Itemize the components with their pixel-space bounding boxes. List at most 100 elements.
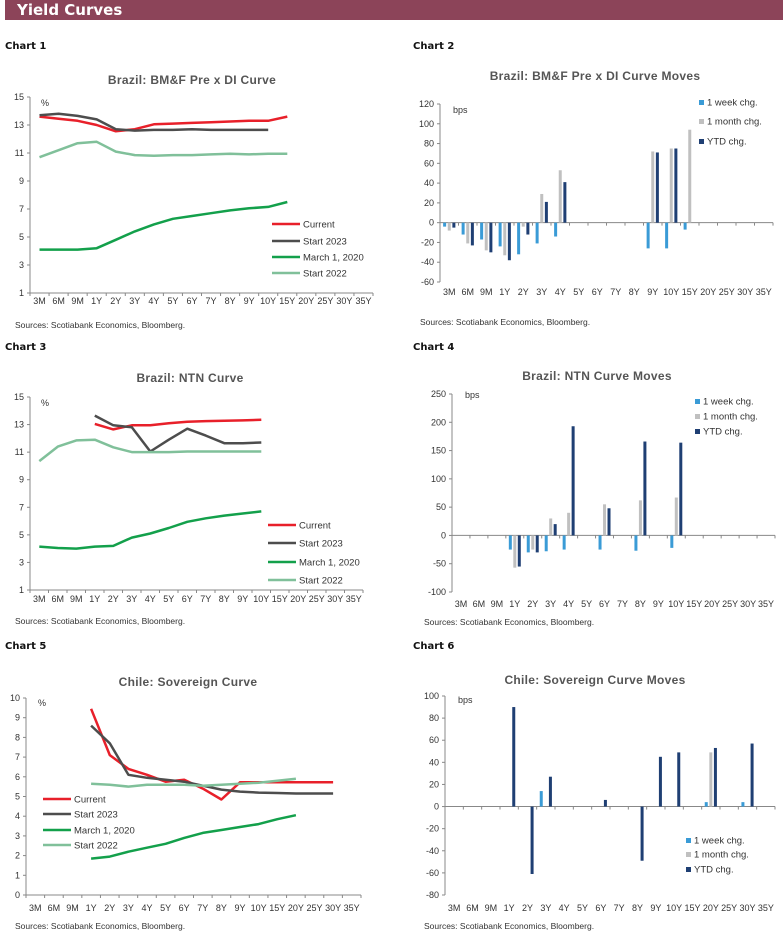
x-tick-label: 15Y — [269, 903, 285, 913]
x-tick-label: 2Y — [110, 296, 121, 306]
legend-label: 1 month chg. — [707, 117, 762, 128]
y-tick-label: 200 — [431, 417, 446, 427]
x-tick-label: 4Y — [145, 594, 156, 604]
x-tick-label: 9M — [66, 903, 79, 913]
bar-1-month-chg--3Y — [540, 193, 544, 223]
bar-ytd-chg--20Y — [713, 747, 717, 807]
bar-ytd-chg--3Y — [553, 524, 557, 536]
bar-1-week-chg--20Y — [704, 802, 708, 807]
y-tick-label: -100 — [428, 587, 446, 597]
legend-label: March 1, 2020 — [299, 558, 360, 569]
chart-title: Brazil: NTN Curve Moves — [522, 369, 672, 383]
y-tick-label: 1 — [19, 585, 24, 595]
bar-ytd-chg--1Y — [507, 222, 511, 261]
x-tick-label: 6M — [473, 599, 486, 609]
y-tick-label: 5 — [19, 530, 24, 540]
x-tick-label: 6M — [51, 594, 64, 604]
x-tick-label: 10Y — [663, 287, 679, 297]
bar-ytd-chg--3Y — [544, 201, 548, 223]
bar-ytd-chg--10Y — [679, 442, 683, 536]
x-tick-label: 10Y — [260, 296, 276, 306]
chart-4: Brazil: NTN Curve Moves bps -100 -50 0 50 100 1… — [424, 369, 776, 627]
x-tick-label: 7Y — [200, 594, 211, 604]
chart-label-2: Chart 2 — [413, 41, 455, 52]
x-tick-label: 30Y — [325, 903, 341, 913]
x-tick-label: 10Y — [666, 903, 682, 913]
legend-label: Start 2022 — [303, 269, 347, 280]
source-note: Sources: Scotiabank Economics, Bloomberg… — [15, 616, 185, 626]
source-note: Sources: Scotiabank Economics, Bloomberg… — [15, 921, 185, 931]
x-tick-label: 35Y — [344, 903, 360, 913]
y-tick-label: 9 — [19, 176, 24, 186]
bar-ytd-chg--10Y — [674, 148, 678, 223]
x-tick-label: 2Y — [522, 903, 533, 913]
y-tick-label: 20 — [424, 198, 434, 208]
y-tick-label: 4 — [15, 811, 20, 821]
y-tick-label: 40 — [424, 178, 434, 188]
bar-1-week-chg--9Y — [646, 222, 650, 249]
legend-label: Current — [303, 220, 335, 231]
x-tick-label: 15Y — [272, 594, 288, 604]
x-tick-label: 6M — [48, 903, 61, 913]
bar-ytd-chg--9Y — [658, 756, 662, 807]
x-tick-label: 6M — [461, 287, 474, 297]
y-tick-label: 9 — [15, 713, 20, 723]
legend-swatch — [699, 139, 704, 144]
legend-label: 1 week chg. — [707, 98, 758, 109]
x-tick-label: 15Y — [279, 296, 295, 306]
x-tick-label: 10Y — [253, 594, 269, 604]
x-tick-label: 5Y — [167, 296, 178, 306]
series-line-march-1-2020 — [90, 813, 297, 860]
legend-label: Start 2023 — [74, 810, 118, 821]
bar-1-week-chg--30Y — [741, 802, 745, 807]
legend-label: Current — [299, 521, 331, 532]
chart-title: Brazil: NTN Curve — [136, 371, 243, 385]
y-tick-label: 3 — [19, 557, 24, 567]
legend-swatch — [686, 852, 691, 857]
x-tick-label: 9M — [491, 599, 504, 609]
bar-ytd-chg--3M — [452, 222, 456, 228]
y-tick-label: 50 — [436, 502, 446, 512]
y-tick-label: 1 — [19, 288, 24, 298]
legend-swatch — [686, 867, 691, 872]
series-line-start-2023 — [94, 414, 262, 453]
y-tick-label: 100 — [419, 119, 434, 129]
legend-label: March 1, 2020 — [74, 826, 135, 837]
section-title: Yield Curves — [17, 1, 123, 19]
x-tick-label: 15Y — [684, 903, 700, 913]
source-note: Sources: Scotiabank Economics, Bloomberg… — [15, 320, 185, 330]
series-line-current — [94, 418, 262, 431]
bar-1-month-chg--6Y — [603, 504, 607, 536]
x-tick-label: 15Y — [682, 287, 698, 297]
y-tick-label: 40 — [429, 757, 439, 767]
legend-swatch — [699, 100, 704, 105]
bar-1-month-chg--8Y — [638, 500, 642, 536]
bar-1-month-chg--6M — [466, 222, 470, 244]
x-tick-label: 1Y — [89, 594, 100, 604]
y-tick-label: 60 — [424, 158, 434, 168]
legend-swatch — [695, 399, 700, 404]
series-line-start-2022 — [38, 438, 262, 463]
x-tick-label: 8Y — [216, 903, 227, 913]
bar-1-week-chg--9M — [480, 222, 484, 240]
bar-ytd-chg--2Y — [530, 806, 534, 874]
legend-label: 1 week chg. — [694, 836, 745, 847]
legend-label: 1 week chg. — [703, 397, 754, 408]
chart-label-1: Chart 1 — [5, 41, 47, 52]
legend-label: Current — [74, 795, 106, 806]
x-tick-label: 9Y — [653, 599, 664, 609]
y-tick-label: -60 — [421, 277, 434, 287]
bar-ytd-chg--1Y — [512, 707, 516, 807]
y-tick-label: 1 — [15, 870, 20, 880]
bar-ytd-chg--2Y — [526, 222, 530, 235]
bar-1-month-chg--3Y — [549, 518, 553, 536]
x-tick-label: 3M — [29, 903, 42, 913]
x-tick-label: 1Y — [86, 903, 97, 913]
chart-title: Chile: Sovereign Curve — [119, 675, 258, 689]
chart-label-4: Chart 4 — [413, 342, 455, 353]
x-tick-label: 8Y — [632, 903, 643, 913]
y-tick-label: 11 — [15, 447, 24, 457]
legend-label: YTD chg. — [694, 865, 734, 876]
x-tick-label: 3M — [443, 287, 456, 297]
x-tick-label: 4Y — [141, 903, 152, 913]
